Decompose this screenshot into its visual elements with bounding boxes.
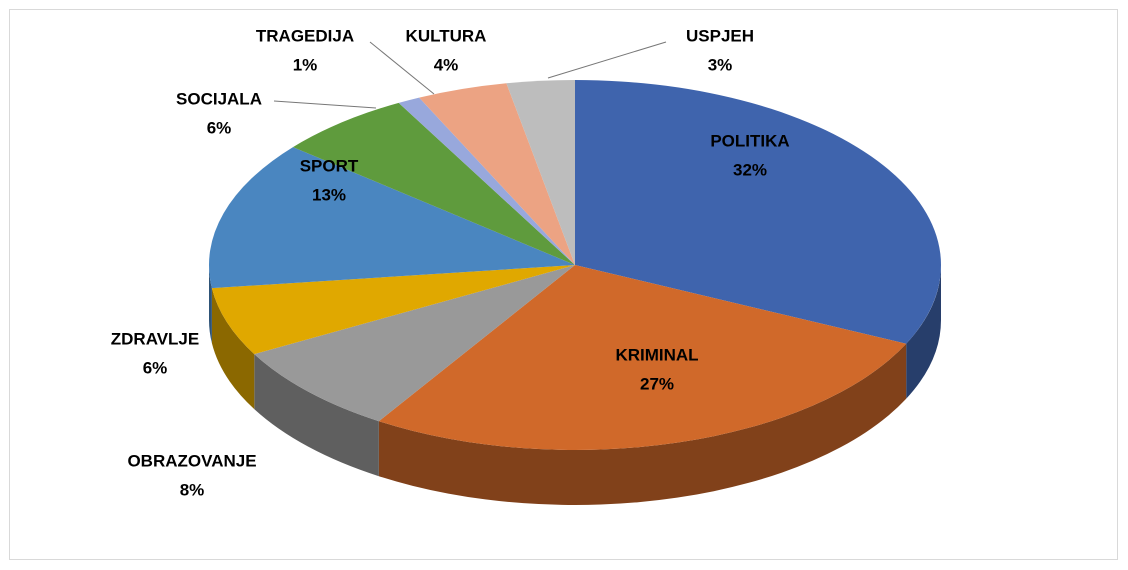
slice xyxy=(575,80,941,344)
value-label: 4% xyxy=(434,55,459,74)
slice-side xyxy=(209,265,212,344)
leader-line xyxy=(369,41,435,95)
value-label: 27% xyxy=(640,374,674,393)
value-label: 1% xyxy=(293,55,318,74)
slice-side xyxy=(211,288,255,410)
slice xyxy=(398,97,575,265)
value-label: 32% xyxy=(733,160,767,179)
value-label: 3% xyxy=(708,55,733,74)
slice xyxy=(254,265,575,422)
slice xyxy=(506,80,575,265)
category-label: ZDRAVLJE xyxy=(111,329,199,348)
value-label: 8% xyxy=(180,480,205,499)
slice-side xyxy=(254,354,379,477)
category-label: USPJEH xyxy=(686,26,754,45)
category-label: POLITIKA xyxy=(710,131,789,150)
value-label: 13% xyxy=(312,185,346,204)
category-label: KULTURA xyxy=(406,26,487,45)
slice xyxy=(209,147,575,289)
slice xyxy=(419,83,575,265)
slice xyxy=(292,102,575,265)
value-label: 6% xyxy=(207,118,232,137)
category-label: SPORT xyxy=(300,156,359,175)
category-label: OBRAZOVANJE xyxy=(127,451,256,470)
value-label: 6% xyxy=(143,358,168,377)
category-label: SOCIJALA xyxy=(176,89,262,108)
slice-side xyxy=(378,343,907,505)
slice xyxy=(378,265,907,450)
slice xyxy=(211,265,575,355)
leader-line xyxy=(273,100,377,109)
slice-side xyxy=(906,265,941,399)
category-label: KRIMINAL xyxy=(615,345,698,364)
leader-line xyxy=(547,41,667,79)
category-label: TRAGEDIJA xyxy=(256,26,354,45)
